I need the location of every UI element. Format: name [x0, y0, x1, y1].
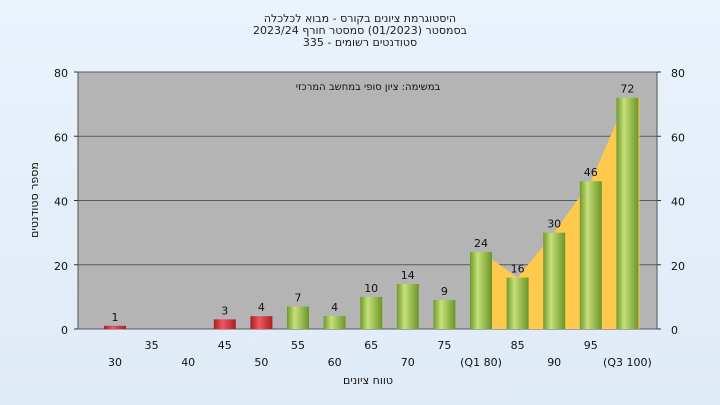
y-axis-left-ticks: 0 20 40 60 80: [54, 67, 78, 337]
bar: [104, 325, 126, 329]
chart-annotation: במשימה: ציון סופי במחשב המרכזי: [296, 82, 441, 93]
bar-value-label: 10: [364, 282, 378, 295]
y-tick-label-right: 0: [671, 324, 678, 337]
y-tick-label: 40: [54, 196, 68, 209]
bar: [433, 300, 456, 329]
x-tick-label: 40: [181, 356, 195, 369]
bar: [323, 316, 346, 329]
chart-title-line-3: סטודנטים רשומים - 335: [303, 36, 417, 49]
bar: [543, 232, 566, 329]
bar: [579, 181, 602, 329]
x-tick-label: 75: [437, 339, 451, 352]
data-labels: 1 3 4 7 4 10 14 9 24 16 30 46 72: [112, 83, 635, 324]
y-axis-right-ticks: 0 20 40 60 80: [657, 67, 685, 337]
bar-value-label: 4: [331, 301, 338, 314]
bar-value-label: 72: [620, 83, 634, 96]
bar-value-label: 16: [511, 263, 525, 276]
chart-title-line-1: היסטוגרמת ציונים בקורס - מבוא לכלכלה: [264, 12, 456, 25]
x-tick-label: 50: [254, 356, 268, 369]
bar-value-label: 7: [295, 292, 302, 305]
y-axis-label: מספר סטודנטים: [28, 162, 41, 238]
bar: [506, 277, 529, 329]
bar: [250, 316, 273, 329]
x-axis-label: טווח ציונים: [343, 374, 393, 387]
x-tick-label: 95: [584, 339, 598, 352]
y-tick-label: 60: [54, 131, 68, 144]
y-tick-label: 20: [54, 260, 68, 273]
x-tick-label: 70: [401, 356, 415, 369]
x-tick-label: (Q3 100): [603, 356, 652, 369]
x-tick-label: 45: [218, 339, 232, 352]
y-tick-label-right: 60: [671, 131, 685, 144]
x-tick-label: 65: [364, 339, 378, 352]
bar: [287, 306, 309, 329]
bar-value-label: 46: [584, 166, 598, 179]
bar: [213, 319, 236, 329]
x-tick-label: 55: [291, 339, 305, 352]
bar: [470, 251, 492, 329]
x-tick-label: 60: [328, 356, 342, 369]
bar-value-label: 24: [474, 237, 488, 250]
x-tick-label: 85: [511, 339, 525, 352]
bar-value-label: 9: [441, 285, 448, 298]
bar: [396, 284, 419, 329]
x-tick-label: 90: [547, 356, 561, 369]
y-tick-label: 80: [54, 67, 68, 80]
y-tick-label-right: 20: [671, 260, 685, 273]
bar: [616, 97, 639, 329]
bar-value-label: 30: [547, 218, 561, 231]
bar-value-label: 14: [401, 269, 415, 282]
bar-value-label: 4: [258, 301, 265, 314]
bar-value-label: 1: [112, 311, 119, 324]
x-axis-ticks: 30 35 40 45 50 55 60 65 70 75 (Q1 80) 85 90 95 (Q3 100…: [108, 339, 652, 369]
x-tick-label: 30: [108, 356, 122, 369]
bar-value-label: 3: [221, 304, 228, 317]
x-tick-label: (Q1 80): [460, 356, 502, 369]
y-tick-label-right: 40: [671, 196, 685, 209]
y-tick-label: 0: [61, 324, 68, 337]
bars: [104, 97, 639, 329]
x-tick-label: 35: [145, 339, 159, 352]
chart-title-line-2: בסמסטר (01/2023) סמסטר חורף 2023/24: [253, 24, 467, 37]
bar: [360, 296, 383, 329]
y-tick-label-right: 80: [671, 67, 685, 80]
